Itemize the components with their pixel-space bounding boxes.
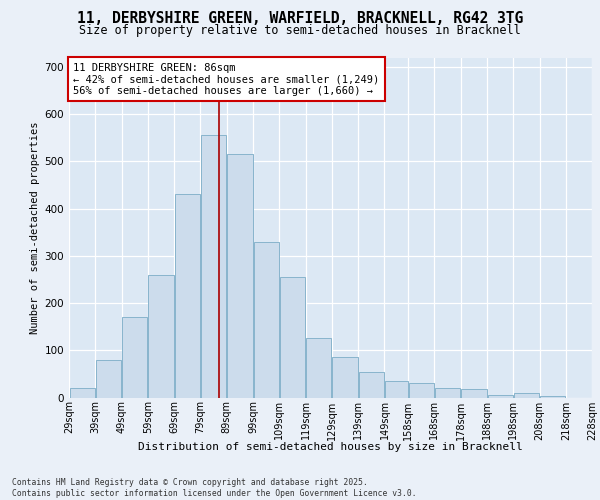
Bar <box>122 317 148 398</box>
X-axis label: Distribution of semi-detached houses by size in Bracknell: Distribution of semi-detached houses by … <box>138 442 523 452</box>
Bar <box>435 388 460 398</box>
Text: Size of property relative to semi-detached houses in Bracknell: Size of property relative to semi-detach… <box>79 24 521 37</box>
Bar <box>540 396 565 398</box>
Bar <box>409 384 434 398</box>
Bar <box>70 388 95 398</box>
Y-axis label: Number of semi-detached properties: Number of semi-detached properties <box>31 121 40 334</box>
Bar <box>280 277 305 398</box>
Bar <box>254 242 279 398</box>
Bar <box>514 393 539 398</box>
Bar <box>96 360 121 398</box>
Bar <box>201 136 226 398</box>
Bar <box>175 194 200 398</box>
Bar <box>227 154 253 398</box>
Bar <box>488 395 513 398</box>
Text: 11, DERBYSHIRE GREEN, WARFIELD, BRACKNELL, RG42 3TG: 11, DERBYSHIRE GREEN, WARFIELD, BRACKNEL… <box>77 11 523 26</box>
Bar <box>332 358 358 398</box>
Bar <box>385 381 407 398</box>
Bar <box>359 372 384 398</box>
Bar <box>461 389 487 398</box>
Bar <box>306 338 331 398</box>
Text: 11 DERBYSHIRE GREEN: 86sqm
← 42% of semi-detached houses are smaller (1,249)
56%: 11 DERBYSHIRE GREEN: 86sqm ← 42% of semi… <box>73 62 379 96</box>
Text: Contains HM Land Registry data © Crown copyright and database right 2025.
Contai: Contains HM Land Registry data © Crown c… <box>12 478 416 498</box>
Bar <box>148 274 173 398</box>
